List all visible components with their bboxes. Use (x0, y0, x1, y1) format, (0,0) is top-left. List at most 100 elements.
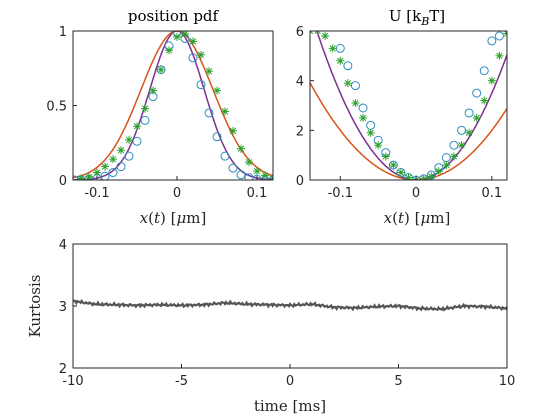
pdf-star-point (125, 135, 133, 144)
pdf-circle-point (228, 163, 238, 173)
pdf-star-point (189, 37, 197, 46)
position-pdf-panel: position pdf -0.1 0 0.1 0 0.5 1 x(t) [μm] (46, 7, 274, 227)
potential-ticks: -0.1 0 0.1 0 2 4 6 (296, 25, 502, 201)
potential-star-point (321, 31, 330, 40)
kurtosis-ytick-label: 2 (59, 362, 67, 377)
potential-star-point (310, 31, 314, 35)
potential-xtick-label: -0.1 (328, 186, 353, 201)
pdf-star-point (109, 155, 117, 164)
kurtosis-plot-area (72, 298, 508, 312)
pdf-star-point (237, 144, 245, 153)
pdf-circle-point (236, 170, 246, 180)
position-pdf-title: position pdf (128, 7, 220, 25)
potential-title: U [kBT] (389, 7, 445, 28)
kurtosis-ticks: -10 -5 0 5 10 2 3 4 (59, 238, 516, 389)
pdf-circle-point (100, 171, 110, 180)
kurtosis-ylabel: Kurtosis (26, 275, 44, 338)
potential-circle-point (441, 153, 451, 163)
kurtosis-panel: -10 -5 0 5 10 2 3 4 time [ms] Kurtosis (26, 238, 515, 415)
potential-star-point (480, 96, 489, 105)
pdf-xtick-label: 0.1 (247, 186, 268, 201)
position-pdf-ticks: -0.1 0 0.1 0 0.5 1 (46, 25, 267, 201)
pdf-xtick-label: -0.1 (84, 186, 109, 201)
pdf-star-point (165, 46, 173, 55)
potential-ytick-label: 0 (296, 174, 304, 189)
potential-star-point (472, 113, 481, 122)
kurtosis-xtick-label: -10 (62, 374, 83, 389)
potential-circle-point (449, 140, 459, 150)
potential-xtick-label: 0.1 (482, 186, 503, 201)
pdf-star-point (261, 171, 269, 180)
kurtosis-ytick-label: 4 (59, 238, 67, 253)
kurtosis-trace-line (72, 298, 508, 312)
pdf-circle-point (73, 175, 80, 180)
potential-circle-point (350, 81, 360, 91)
potential-circle-point (464, 108, 474, 118)
potential-star-point (419, 174, 428, 180)
pdf-circle-point (124, 151, 134, 161)
potential-star-point (503, 31, 507, 38)
potential-ytick-label: 4 (296, 75, 304, 90)
pdf-star-point (229, 126, 237, 135)
pdf-ytick-label: 0.5 (46, 100, 67, 115)
pdf-circle-point (220, 151, 230, 161)
potential-circle-point (358, 103, 368, 113)
potential-star-point (427, 172, 436, 180)
pdf-star-point (101, 162, 109, 171)
potential-star-point (328, 44, 337, 53)
potential-star-point (336, 56, 345, 65)
pdf-ytick-label: 0 (59, 174, 67, 189)
potential-axes-box (309, 30, 508, 181)
potential-fit-purple-line (316, 31, 507, 180)
potential-plot-area (310, 31, 507, 180)
pdf-star-point (269, 174, 273, 180)
potential-circle-point (479, 66, 489, 76)
pdf-circle-point (132, 136, 142, 146)
potential-star-point (366, 128, 375, 137)
pdf-star-point (77, 174, 85, 180)
potential-star-point (495, 51, 504, 60)
potential-circle-point (343, 61, 353, 71)
pdf-star-point (205, 67, 213, 76)
pdf-star-point (157, 65, 165, 74)
potential-star-point (343, 79, 352, 88)
potential-star-point (434, 167, 443, 176)
potential-star-point (449, 152, 458, 161)
pdf-star-point (117, 146, 125, 155)
pdf-circle-point (204, 108, 214, 118)
pdf-star-point (141, 104, 149, 113)
potential-star-point (396, 168, 405, 177)
pdf-star-point (245, 158, 253, 167)
position-pdf-plot-area (73, 31, 273, 180)
pdf-circle-point (140, 115, 150, 125)
pdf-star-point (213, 86, 221, 95)
kurtosis-xtick-label: 0 (286, 374, 294, 389)
pdf-star-point (149, 86, 157, 95)
pdf-circle-point (108, 168, 118, 178)
pdf-star-point (197, 50, 205, 59)
potential-star-point (374, 141, 383, 150)
potential-xtick-label: 0 (412, 186, 420, 201)
potential-star-point (457, 141, 466, 150)
pdf-star-point (133, 122, 141, 131)
potential-xlabel: x(t) [μm] (384, 209, 451, 227)
potential-star-point (404, 173, 413, 180)
potential-star-point (359, 113, 368, 122)
kurtosis-xtick-label: 5 (394, 374, 402, 389)
potential-circle-point (335, 43, 345, 53)
pdf-circle-point (188, 53, 198, 63)
position-pdf-xlabel: x(t) [μm] (140, 209, 207, 227)
pdf-fit-orange-line (73, 31, 273, 179)
pdf-star-point (253, 167, 261, 176)
pdf-star-point (221, 107, 229, 116)
potential-star-point (465, 128, 474, 137)
potential-ytick-label: 6 (296, 25, 304, 40)
position-pdf-axes-box (72, 30, 274, 181)
potential-circle-point (366, 120, 376, 130)
pdf-star-point (93, 168, 101, 177)
potential-ytick-label: 2 (296, 124, 304, 139)
kurtosis-xlabel: time [ms] (254, 397, 326, 415)
potential-star-point (442, 161, 451, 170)
potential-circle-point (494, 31, 504, 41)
